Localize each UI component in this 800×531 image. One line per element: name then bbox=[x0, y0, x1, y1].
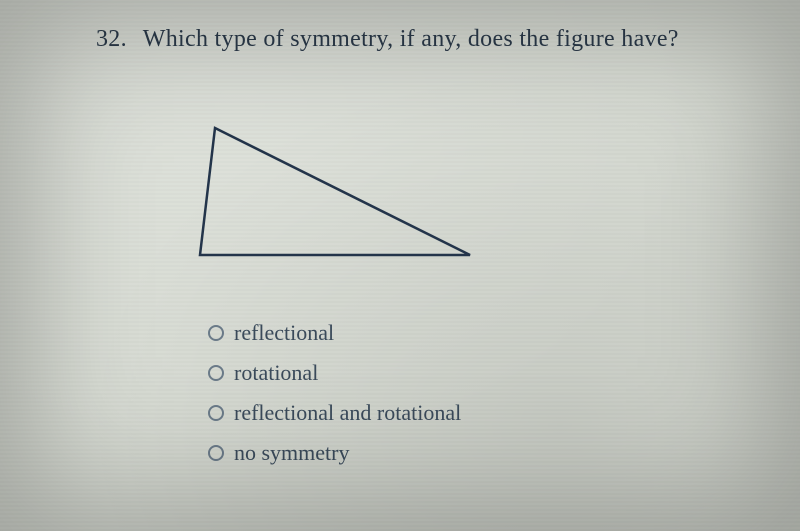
radio-icon bbox=[208, 445, 224, 461]
radio-icon bbox=[208, 405, 224, 421]
option-reflectional-and-rotational[interactable]: reflectional and rotational bbox=[208, 400, 461, 426]
question-text: Which type of symmetry, if any, does the… bbox=[143, 26, 679, 52]
figure-triangle bbox=[70, 120, 490, 290]
option-reflectional[interactable]: reflectional bbox=[208, 320, 461, 346]
option-label: no symmetry bbox=[234, 440, 350, 466]
options-list: reflectional rotational reflectional and… bbox=[208, 320, 461, 466]
question-number: 32. bbox=[96, 26, 127, 52]
option-label: reflectional bbox=[234, 320, 334, 346]
option-no-symmetry[interactable]: no symmetry bbox=[208, 440, 461, 466]
radio-icon bbox=[208, 365, 224, 381]
option-rotational[interactable]: rotational bbox=[208, 360, 461, 386]
option-label: rotational bbox=[234, 360, 318, 386]
radio-icon bbox=[208, 325, 224, 341]
question-prompt: 32. Which type of symmetry, if any, does… bbox=[96, 26, 679, 53]
option-label: reflectional and rotational bbox=[234, 400, 461, 426]
triangle-shape bbox=[200, 128, 470, 255]
triangle-svg bbox=[70, 120, 490, 290]
